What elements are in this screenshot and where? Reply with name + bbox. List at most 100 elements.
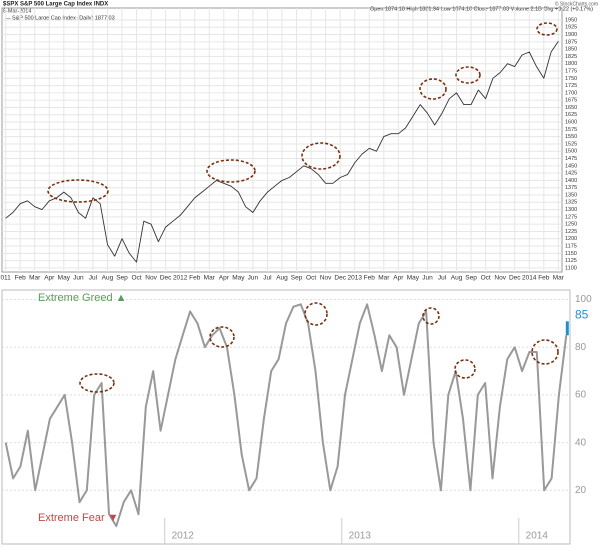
circle xyxy=(301,142,341,170)
x-tick-label: Aug xyxy=(102,275,114,282)
date: 8-Mar-2014 xyxy=(3,8,31,14)
y-tick-label: 1550 xyxy=(565,134,577,140)
x-tick-label: Apr xyxy=(219,275,230,282)
y-tick-label: 1625 xyxy=(565,112,577,118)
x-tick-label: Nov xyxy=(145,275,157,282)
y-tick-label: 1850 xyxy=(565,47,577,53)
x-tick-label: Jun xyxy=(248,275,259,282)
x-tick-label: Nov xyxy=(320,275,332,282)
y-tick-label: 40 xyxy=(575,437,587,448)
symbol: $SPX S&P 500 Large Cap Index INDX xyxy=(3,2,108,8)
x-tick-label: Nov xyxy=(494,275,506,282)
circle xyxy=(209,326,235,348)
x-tick-label: May xyxy=(58,275,71,282)
y-tick-label: 1675 xyxy=(565,98,577,104)
x-tick-label: Sep xyxy=(291,275,303,282)
y-tick-label: 1600 xyxy=(565,120,577,126)
y-tick-label: 1275 xyxy=(565,214,577,220)
y-tick-label: 1575 xyxy=(565,127,577,133)
y-tick-label: 1350 xyxy=(565,192,577,198)
x-tick-label: Feb xyxy=(364,275,376,282)
x-tick-label: Aug xyxy=(276,275,288,282)
y-tick-label: 1375 xyxy=(565,185,577,191)
legend: — S&P 500 Large Cap Index (Daily) 1877.0… xyxy=(5,15,115,21)
y-tick-label: 1525 xyxy=(565,141,577,147)
y-tick-label: 1950 xyxy=(565,17,577,23)
circle xyxy=(531,339,559,365)
y-tick-label: 100 xyxy=(575,294,592,305)
y-tick-label: 1825 xyxy=(565,54,577,60)
x-tick-label: Feb xyxy=(538,275,550,282)
x-tick-label: Mar xyxy=(378,275,390,282)
circle xyxy=(454,359,476,379)
x-tick-label: Mar xyxy=(204,275,216,282)
x-tick-label: Oct xyxy=(131,275,141,282)
y-tick-label: 1125 xyxy=(565,258,577,264)
x-tick-label: Aug xyxy=(451,275,463,282)
highlight-circles xyxy=(47,22,559,393)
x-tick-label: Sep xyxy=(465,275,477,282)
circle xyxy=(206,159,256,183)
y-tick-label: 1325 xyxy=(565,200,577,206)
y-tick-label: 1500 xyxy=(565,149,577,155)
line-series xyxy=(4,303,568,528)
x-tick-label: 2014 xyxy=(526,531,549,542)
extreme-greed: Extreme Greed ▲ xyxy=(38,292,127,304)
extreme-fear: Extreme Fear ▼ xyxy=(38,512,119,524)
circle xyxy=(79,373,115,393)
y-tick-label: 1200 xyxy=(565,236,577,242)
line-series xyxy=(5,41,559,263)
x-tick-label: Oct xyxy=(481,275,491,282)
x-tick-label: Dec xyxy=(334,275,346,282)
current-value-label: 85 xyxy=(575,307,589,321)
x-tick-label: 2012 xyxy=(172,531,195,542)
y-tick-label: 60 xyxy=(575,390,587,401)
quote: Open 1874.18 High 1881.94 Low 1874.18 Cl… xyxy=(370,6,593,12)
x-tick-label: Feb xyxy=(15,275,27,282)
x-tick-label: Mar xyxy=(553,275,565,282)
y-tick-label: 1775 xyxy=(565,68,577,74)
x-tick-label: May xyxy=(232,275,245,282)
x-tick-label: Mar xyxy=(29,275,41,282)
x-tick-label: Apr xyxy=(44,275,55,282)
x-tick-label: 2013 xyxy=(349,531,372,542)
y-tick-label: 1400 xyxy=(565,178,577,184)
y-tick-label: 1900 xyxy=(565,32,577,38)
y-tick-label: 1175 xyxy=(565,243,577,249)
circle xyxy=(422,307,440,325)
x-tick-label: 2014 xyxy=(522,275,537,282)
y-tick-label: 1300 xyxy=(565,207,577,213)
circle xyxy=(536,22,558,36)
credit: © StockCharts.com xyxy=(555,0,598,7)
y-tick-label: 1450 xyxy=(565,163,577,169)
x-tick-label: Feb xyxy=(189,275,201,282)
y-tick-label: 1925 xyxy=(565,25,577,31)
y-tick-label: 20 xyxy=(575,485,587,496)
y-tick-label: 1650 xyxy=(565,105,577,111)
x-tick-label: 011 xyxy=(0,275,11,282)
x-tick-label: Jun xyxy=(73,275,84,282)
x-tick-label: Oct xyxy=(306,275,316,282)
y-tick-label: 1475 xyxy=(565,156,577,162)
x-tick-label: Jul xyxy=(263,275,272,282)
x-tick-label: Apr xyxy=(393,275,404,282)
y-tick-label: 1750 xyxy=(565,76,577,82)
x-tick-label: Jul xyxy=(89,275,98,282)
circle xyxy=(304,302,328,326)
y-tick-label: 1800 xyxy=(565,61,577,67)
y-tick-label: 1700 xyxy=(565,90,577,96)
y-tick-label: 1100 xyxy=(565,265,577,271)
y-tick-label: 1725 xyxy=(565,83,577,89)
y-tick-label: 1150 xyxy=(565,251,577,257)
y-tick-label: 80 xyxy=(575,342,587,353)
y-tick-label: 1250 xyxy=(565,222,577,228)
y-tick-label: 1225 xyxy=(565,229,577,235)
x-tick-label: Dec xyxy=(160,275,172,282)
x-tick-label: Sep xyxy=(116,275,128,282)
x-tick-label: 2012 xyxy=(173,275,188,282)
y-tick-label: 1425 xyxy=(565,171,577,177)
y-tick-label: 1875 xyxy=(565,39,577,45)
x-tick-label: 2013 xyxy=(347,275,362,282)
